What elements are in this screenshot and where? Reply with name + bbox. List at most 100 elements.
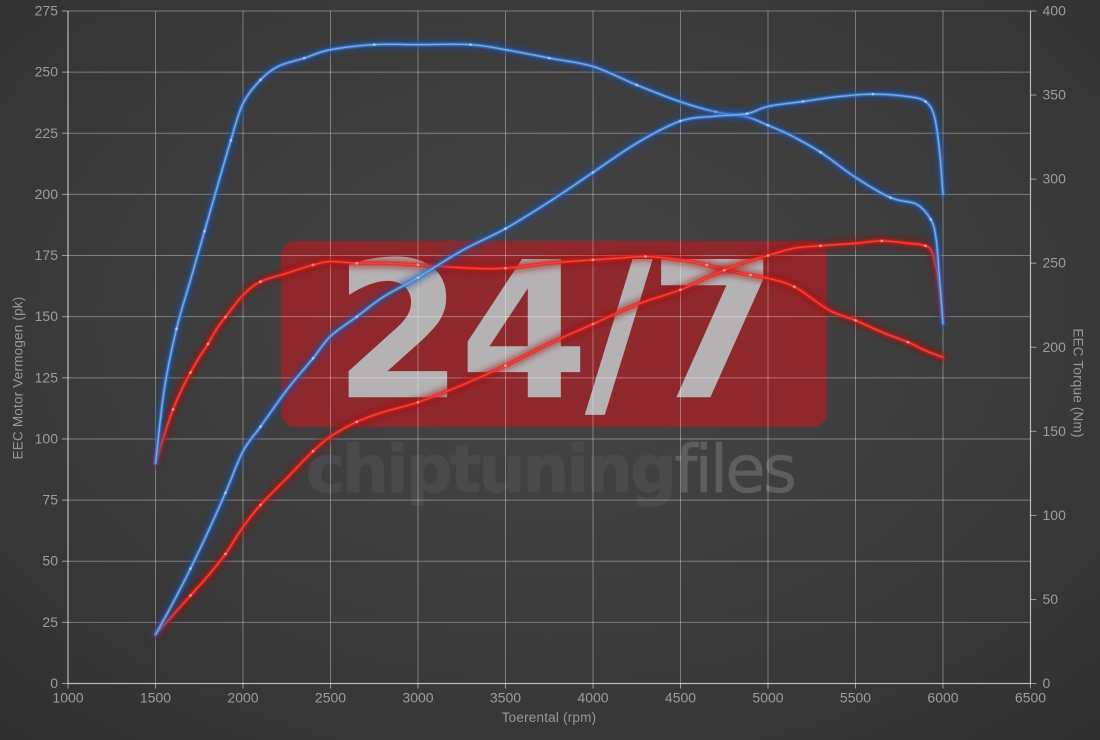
x-axis-tick-label: 3000 — [402, 690, 433, 706]
series-marker-dot — [175, 327, 178, 331]
series-glow-power-original — [151, 236, 947, 639]
series-marker-dot — [801, 100, 805, 103]
right-axis-tick-label: 0 — [1043, 675, 1051, 691]
tick-label-layer: 0 25 50 75 100 125 150 175 200 225 250 275 0 50 100 150… — [35, 3, 1066, 706]
series-marker-dot — [819, 244, 822, 248]
left-axis-tick-label: 250 — [35, 64, 59, 80]
series-glow-power-tuned — [151, 90, 947, 639]
series-marker-dot — [871, 92, 875, 96]
left-axis-title: EEC Motor Vermogen (pk) — [10, 296, 26, 460]
watermark-brand-files: files — [674, 431, 797, 508]
watermark-brand: chiptuningfiles — [0, 437, 1100, 503]
series-marker-dot — [469, 43, 472, 46]
series-marker-dot — [722, 268, 726, 272]
series-marker-dot — [854, 319, 857, 322]
series-marker-dot — [766, 254, 770, 257]
right-axis-tick-label: 200 — [1043, 339, 1067, 355]
right-axis-tick-label: 300 — [1043, 171, 1067, 187]
series-marker-dot — [880, 239, 884, 243]
right-axis-tick-label: 350 — [1043, 87, 1067, 103]
series-marker-dot — [504, 266, 507, 270]
series-marker-dot — [171, 408, 175, 411]
series-marker-dot — [311, 449, 315, 453]
series-marker-dot — [355, 261, 359, 265]
axis-layer — [62, 10, 1037, 689]
left-axis-tick-label: 225 — [35, 125, 59, 141]
series-marker-dot — [355, 315, 359, 319]
series-marker-dot — [189, 371, 192, 374]
series-marker-dot — [416, 400, 420, 404]
series-core-torque-tuned — [154, 43, 944, 464]
series-marker-dot — [224, 491, 227, 495]
series-marker-dot — [819, 150, 822, 154]
series-torque-original — [151, 252, 947, 468]
series-core-torque-original — [154, 255, 944, 464]
right-axis-title: EEC Torque (Nm) — [1070, 328, 1086, 438]
x-axis-tick-label: 4500 — [665, 690, 696, 706]
x-axis-tick-label: 1500 — [140, 690, 171, 706]
series-marker-dot — [259, 280, 262, 284]
x-axis-tick-label: 1000 — [52, 690, 83, 706]
series-marker-dot — [591, 258, 595, 262]
left-axis-tick-label: 125 — [35, 369, 59, 385]
series-marker-dot — [206, 342, 210, 346]
series-marker-dot — [749, 273, 752, 277]
series-torque-tuned — [151, 40, 947, 468]
series-marker-dot — [229, 139, 233, 142]
series-marker-dot — [372, 43, 376, 46]
right-axis-tick-label: 250 — [1043, 255, 1067, 271]
left-axis-tick-label: 75 — [42, 492, 58, 508]
series-marker-dot — [705, 263, 709, 267]
series-marker-dot — [889, 196, 892, 200]
series-glow-torque-original — [151, 252, 947, 468]
series-marker-dot — [189, 567, 192, 570]
series-core-power-original — [154, 240, 944, 636]
series-marker-dot — [504, 227, 507, 231]
left-axis-tick-label: 150 — [35, 308, 59, 324]
x-axis-tick-label: 4000 — [577, 690, 608, 706]
x-axis-tick-label: 5500 — [840, 690, 871, 706]
series-marker-dot — [302, 56, 306, 60]
series-marker-dot — [259, 503, 262, 507]
series-line-torque-tuned — [153, 42, 945, 465]
series-marker-dot — [906, 340, 910, 344]
left-axis-tick-label: 100 — [35, 430, 59, 446]
series-marker-dot — [189, 594, 192, 597]
series-marker-dot — [924, 244, 927, 248]
left-axis-tick-label: 50 — [42, 553, 58, 569]
series-marker-dot — [924, 100, 927, 103]
series-power-tuned — [151, 90, 947, 639]
series-line-power-tuned — [153, 92, 945, 637]
series-marker-dot — [504, 364, 507, 367]
series-power-original — [151, 236, 947, 639]
right-axis-tick-label: 150 — [1043, 423, 1067, 439]
series-marker-dot — [792, 285, 796, 289]
x-axis-title: Toerental (rpm) — [501, 710, 597, 725]
x-axis-tick-label: 3500 — [490, 690, 521, 706]
right-axis-tick-label: 50 — [1043, 591, 1059, 607]
left-axis-tick-label: 275 — [35, 3, 59, 19]
series-glow-torque-tuned — [151, 40, 947, 468]
series-marker-dot — [355, 420, 359, 424]
series-marker-dot — [644, 255, 647, 258]
right-axis-tick-label: 400 — [1043, 3, 1067, 19]
left-axis-tick-label: 175 — [35, 247, 59, 263]
x-axis-tick-label: 6500 — [1015, 690, 1046, 706]
series-marker-dot — [745, 112, 749, 116]
series-marker-dot — [635, 83, 639, 87]
series-marker-dot — [591, 322, 595, 326]
series-marker-dot — [224, 315, 227, 319]
series-marker-dot — [416, 276, 420, 279]
x-axis-tick-label: 2000 — [227, 690, 258, 706]
left-axis-tick-label: 0 — [50, 675, 58, 691]
series-marker-dot — [259, 78, 262, 82]
series-marker-dot — [679, 119, 682, 123]
series-marker-dot — [766, 123, 770, 127]
series-marker-dot — [311, 263, 315, 267]
watermark-brand-chiptuning: chiptuning — [305, 431, 677, 508]
series-marker-dot — [547, 56, 551, 60]
series-core-power-tuned — [154, 93, 944, 636]
x-axis-tick-label: 2500 — [315, 690, 346, 706]
